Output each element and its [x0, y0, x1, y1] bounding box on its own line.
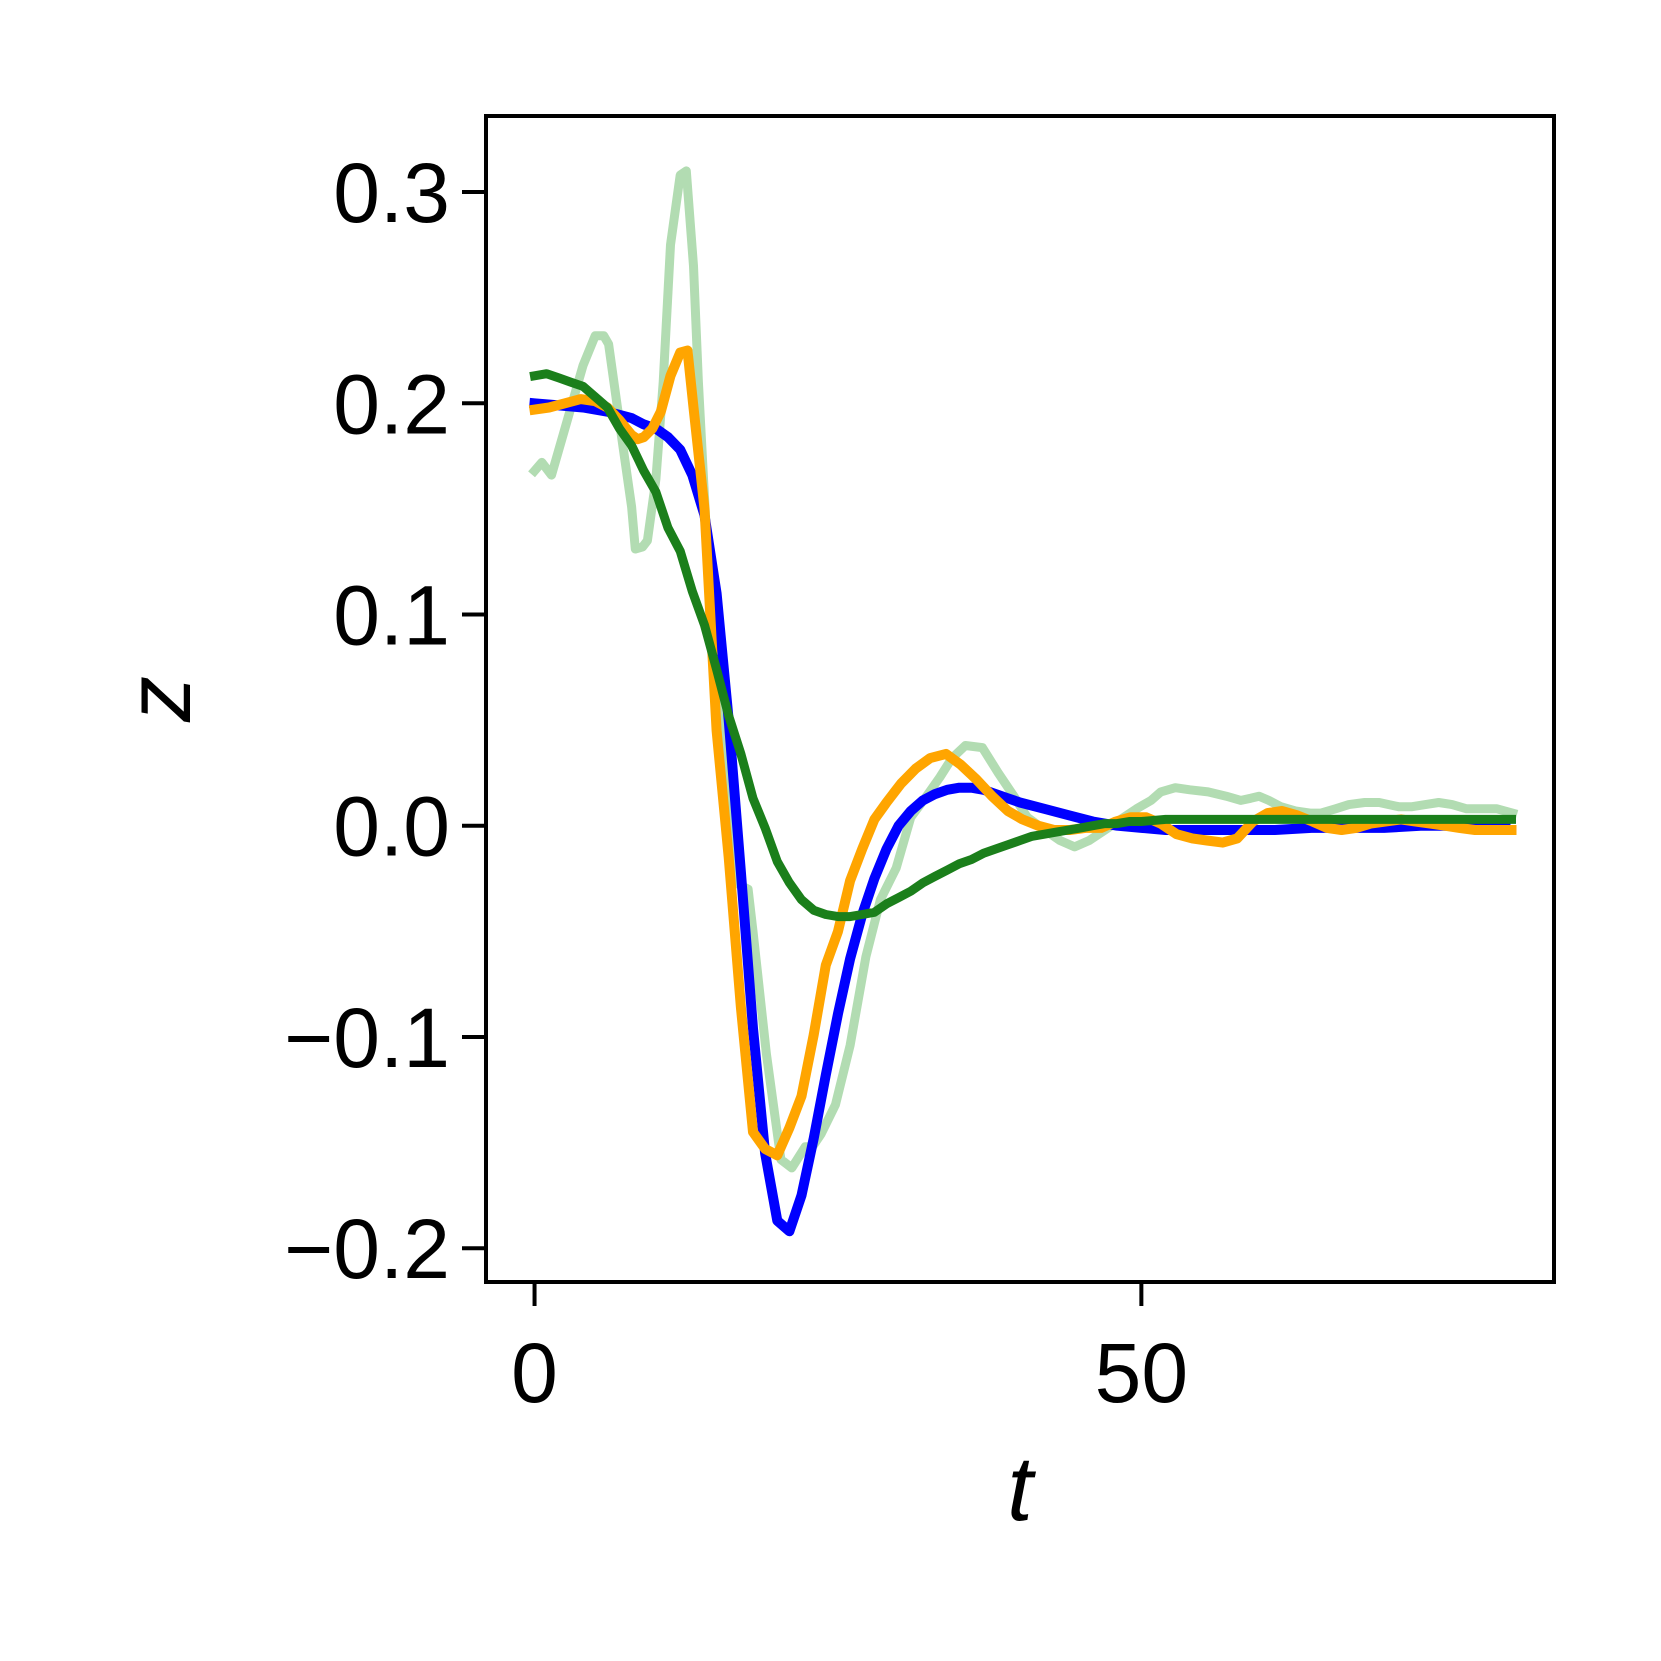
- y-tick-label: 0.0: [333, 780, 450, 874]
- series-line-2: [529, 397, 1511, 1237]
- y-tick-label: −0.1: [284, 991, 450, 1085]
- x-tick-label: 0: [511, 1326, 558, 1420]
- series-line-4: [529, 369, 1516, 922]
- ticks-layer: −0.2 −0.1 0.0 0.1 0.2 0.3 0 50: [284, 146, 1188, 1420]
- y-tick-label: −0.2: [284, 1202, 450, 1296]
- y-axis-label: z: [108, 676, 210, 723]
- x-axis-label: t: [1007, 1438, 1036, 1540]
- y-tick-label: 0.1: [333, 569, 450, 663]
- y-tick-label: 0.2: [333, 357, 450, 451]
- series-line-1: [528, 166, 1519, 1173]
- series-line-3: [528, 345, 1517, 1161]
- series-layer: [528, 166, 1519, 1237]
- x-tick-label: 50: [1095, 1326, 1188, 1420]
- plot-frame: [484, 114, 1556, 1284]
- y-tick-label: 0.3: [333, 146, 450, 240]
